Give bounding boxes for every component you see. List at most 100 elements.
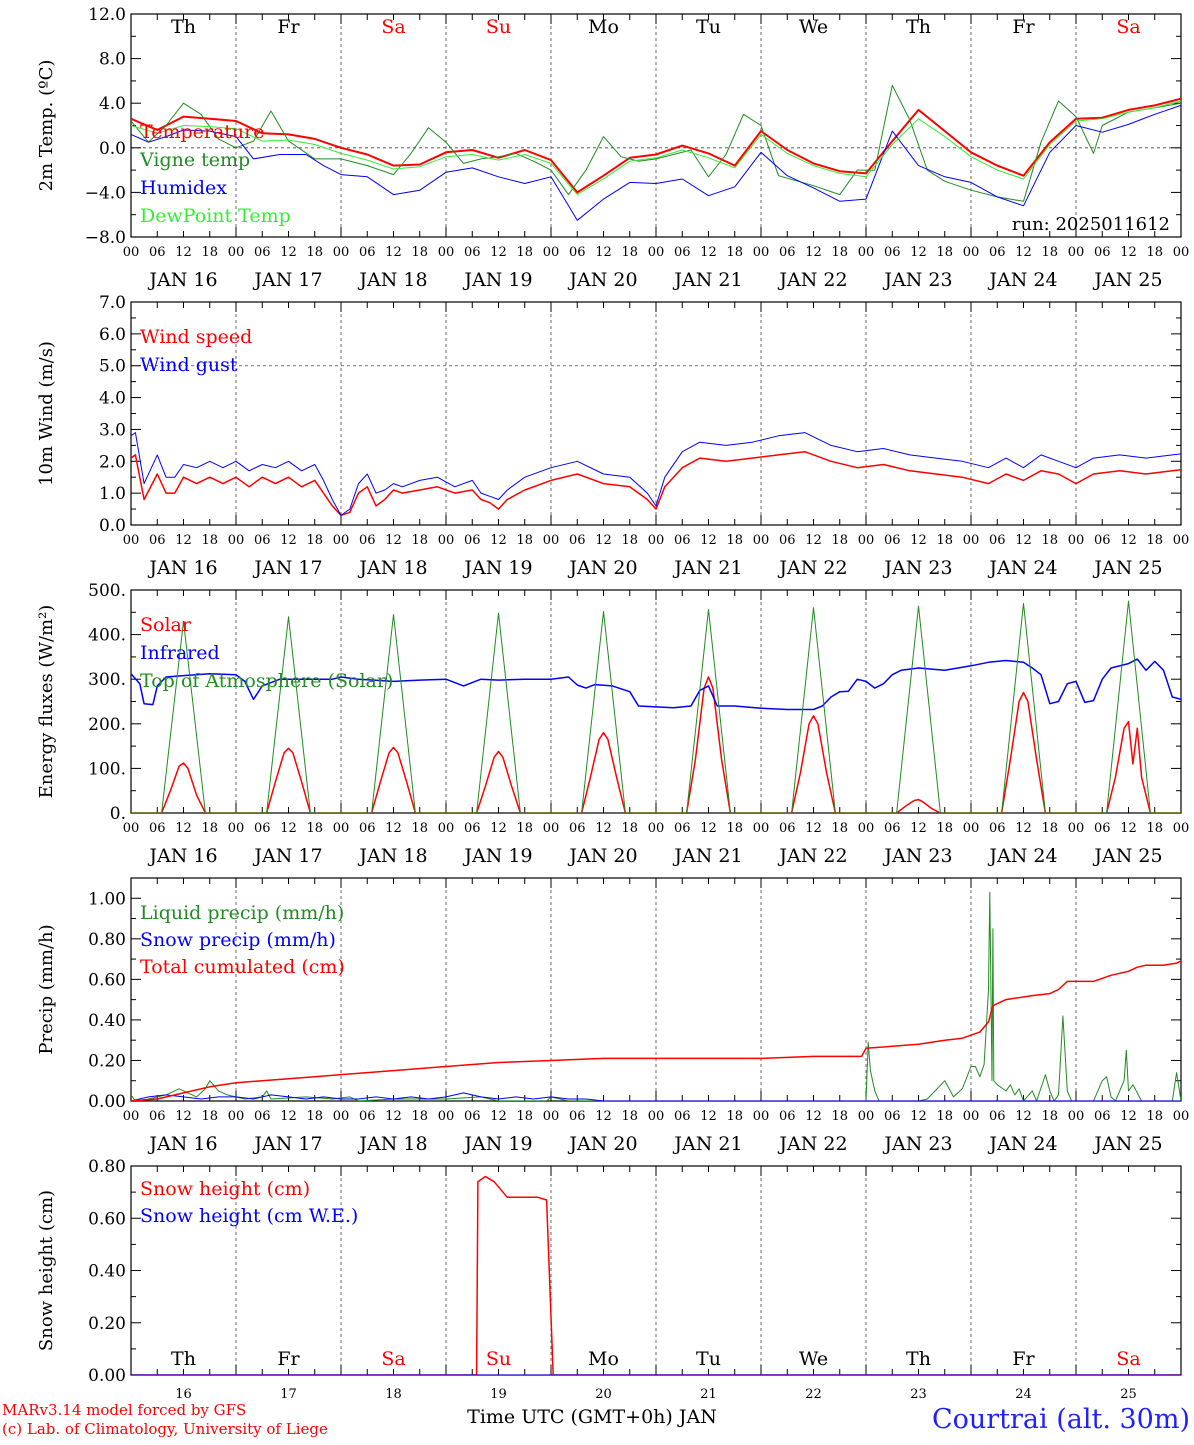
date-label: JAN 25 (1092, 1133, 1162, 1155)
hour-tick-label: 18 (306, 533, 323, 548)
hour-tick-label: 00 (963, 245, 980, 260)
hour-tick-label: 12 (1120, 533, 1137, 548)
y-tick-label: 3.0 (99, 420, 126, 440)
date-label: JAN 16 (147, 557, 217, 579)
weekday-label: Fr (1012, 16, 1035, 38)
weekday-label: Fr (277, 1348, 300, 1370)
day-number-label: 18 (385, 1387, 402, 1402)
hour-tick-label: 06 (149, 1109, 166, 1124)
weekday-label: Th (906, 16, 931, 38)
hour-tick-label: 06 (464, 1109, 481, 1124)
hour-tick-label: 00 (1173, 821, 1190, 836)
hour-tick-label: 06 (884, 245, 901, 260)
hour-tick-label: 00 (438, 533, 455, 548)
y-axis-label: 2m Temp. (ºC) (36, 60, 57, 192)
y-tick-label: 0.20 (88, 1314, 126, 1334)
hour-tick-label: 18 (726, 245, 743, 260)
series-line-wind-gust (131, 432, 1181, 516)
date-label: JAN 19 (462, 557, 532, 579)
hour-tick-label: 18 (306, 1109, 323, 1124)
series-line-snow-precip-mm-h- (131, 1092, 1181, 1101)
hour-tick-label: 12 (910, 533, 927, 548)
date-label: JAN 25 (1092, 557, 1162, 579)
y-tick-label: 0.80 (88, 930, 126, 950)
hour-tick-label: 12 (1015, 245, 1032, 260)
y-tick-label: 300. (88, 670, 126, 690)
y-tick-label: 500. (88, 581, 126, 601)
y-tick-label: 0.60 (88, 970, 126, 990)
hour-tick-label: 18 (201, 1109, 218, 1124)
hour-tick-label: 18 (306, 245, 323, 260)
series-line-infrared (131, 658, 1181, 711)
hour-tick-label: 18 (411, 245, 428, 260)
panel-1: 12.0 8.0 4.0 0.0 −4.0 −8.0 2m Temp. (ºC) Temper… (36, 5, 1190, 291)
y-tick-label: 0.40 (88, 1011, 126, 1031)
hour-tick-label: 18 (621, 533, 638, 548)
hour-tick-label: 12 (490, 533, 507, 548)
date-label: JAN 23 (882, 557, 952, 579)
y-tick-label: 0.20 (88, 1051, 126, 1071)
hour-tick-label: 00 (543, 1109, 560, 1124)
day-number-label: 24 (1015, 1387, 1032, 1402)
y-tick-label: 0.80 (88, 1157, 126, 1177)
hour-tick-label: 18 (621, 821, 638, 836)
hour-tick-label: 06 (149, 533, 166, 548)
date-label: JAN 22 (777, 557, 847, 579)
hour-tick-label: 00 (228, 245, 245, 260)
y-tick-label: 5.0 (99, 357, 126, 377)
legend-entry: Snow height (cm W.E.) (140, 1205, 358, 1227)
hour-tick-label: 00 (753, 1109, 770, 1124)
series-line-vigne-temp (131, 84, 1181, 202)
hour-tick-label: 00 (543, 533, 560, 548)
hour-tick-label: 06 (254, 1109, 271, 1124)
date-label: JAN 18 (357, 269, 427, 291)
hour-tick-label: 06 (359, 245, 376, 260)
y-tick-label: 4.0 (99, 94, 126, 114)
legend-entry: Humidex (140, 177, 227, 199)
hour-tick-label: 00 (858, 245, 875, 260)
y-tick-label: 0. (110, 804, 126, 824)
hour-tick-label: 18 (1041, 533, 1058, 548)
date-label: JAN 22 (777, 269, 847, 291)
hour-tick-label: 06 (674, 821, 691, 836)
hour-tick-label: 06 (1094, 821, 1111, 836)
hour-tick-label: 12 (805, 245, 822, 260)
y-axis-label: Snow height (cm) (36, 1190, 57, 1351)
series-line-dewpoint-temp (131, 100, 1181, 196)
hour-tick-label: 00 (1173, 245, 1190, 260)
hour-tick-label: 12 (1120, 1109, 1137, 1124)
hour-tick-label: 06 (884, 1109, 901, 1124)
hour-tick-label: 00 (228, 533, 245, 548)
hour-tick-label: 00 (1068, 533, 1085, 548)
hour-tick-label: 06 (674, 1109, 691, 1124)
hour-tick-label: 00 (858, 533, 875, 548)
hour-tick-label: 18 (516, 821, 533, 836)
hour-tick-label: 12 (280, 1109, 297, 1124)
station-label: Courtrai (alt. 30m) (932, 1404, 1190, 1435)
date-label: JAN 18 (357, 557, 427, 579)
hour-tick-label: 12 (490, 821, 507, 836)
date-label: JAN 18 (357, 845, 427, 867)
weekday-label: Th (171, 16, 196, 38)
hour-tick-label: 00 (123, 1109, 140, 1124)
date-label: JAN 25 (1092, 845, 1162, 867)
hour-tick-label: 06 (359, 1109, 376, 1124)
y-tick-label: 0.00 (88, 1092, 126, 1112)
hour-tick-label: 06 (674, 245, 691, 260)
legend-entry: Total cumulated (cm) (140, 956, 345, 978)
hour-tick-label: 00 (753, 245, 770, 260)
hour-tick-label: 18 (411, 533, 428, 548)
hour-tick-label: 06 (569, 821, 586, 836)
hour-tick-label: 18 (936, 533, 953, 548)
hour-tick-label: 06 (989, 245, 1006, 260)
hour-tick-label: 06 (1094, 1109, 1111, 1124)
hour-tick-label: 18 (1146, 1109, 1163, 1124)
hour-tick-label: 00 (753, 533, 770, 548)
date-label: JAN 21 (672, 845, 742, 867)
weekday-label: We (799, 1348, 828, 1370)
y-tick-label: 0.60 (88, 1209, 126, 1229)
series-line-temperature (131, 97, 1181, 194)
date-label: JAN 25 (1092, 269, 1162, 291)
model-credit: MARv3.14 model forced by GFS (2, 1401, 246, 1419)
